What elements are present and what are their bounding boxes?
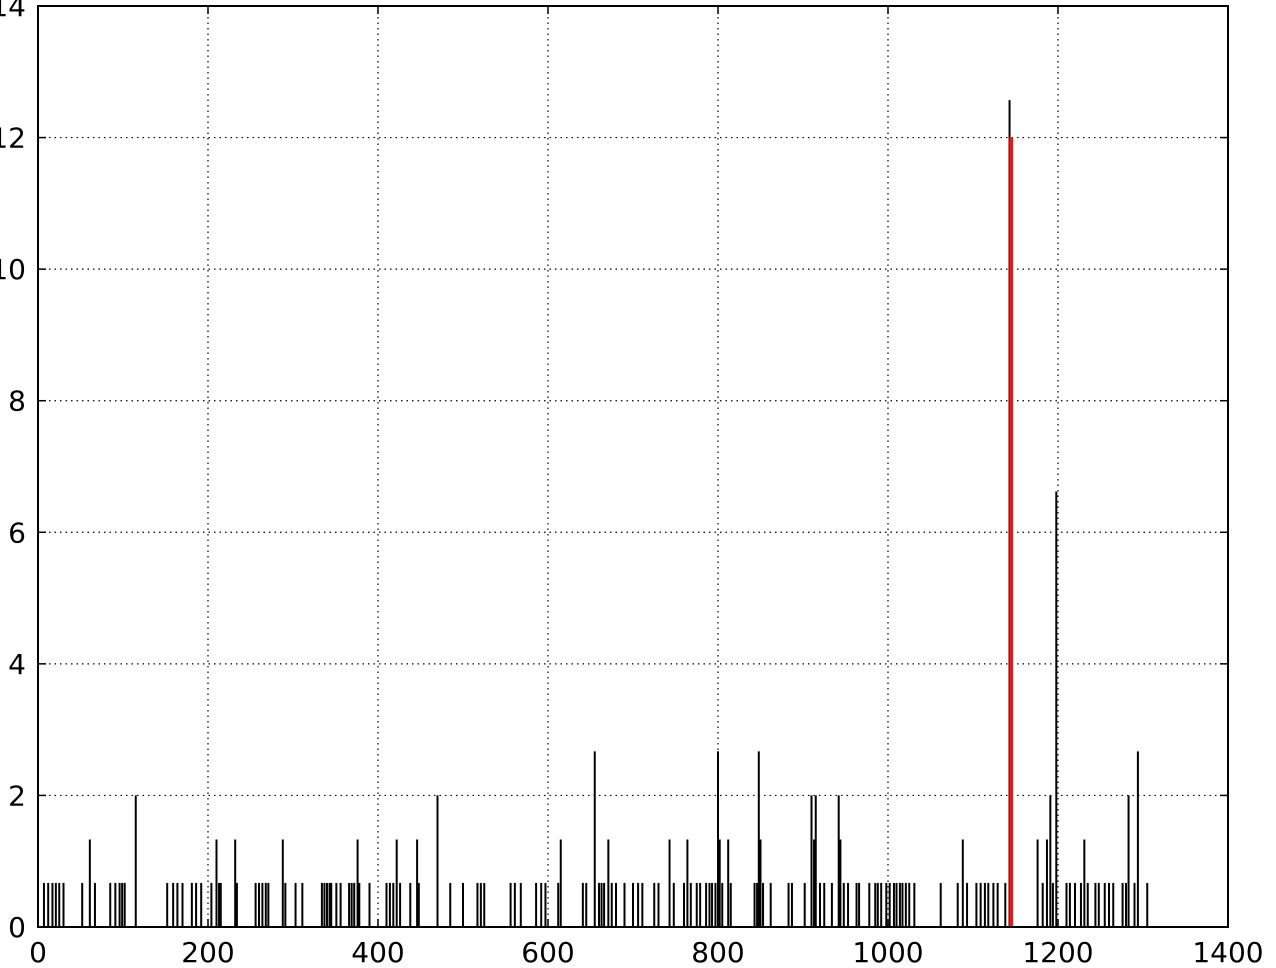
x-tick-label: 0	[29, 936, 47, 968]
y-tick-label: 10	[0, 253, 26, 286]
x-axis-ticks: 0 200 400 600 800 1000 1200 1400	[29, 6, 1264, 968]
x-tick-label: 400	[351, 936, 404, 968]
x-tick-label: 600	[521, 936, 574, 968]
x-tick-label: 1200	[1022, 936, 1093, 968]
y-tick-label: 6	[8, 516, 26, 549]
y-tick-label: 8	[8, 385, 26, 418]
y-tick-label: 0	[8, 911, 26, 944]
grid-lines	[38, 6, 1228, 927]
x-tick-label: 1400	[1192, 936, 1263, 968]
y-tick-label: 2	[8, 779, 26, 812]
data-bars	[42, 100, 1149, 927]
y-tick-label: 12	[0, 122, 26, 155]
y-axis-ticks: 0 2 4 6 8 10 12 14	[0, 0, 1228, 944]
y-tick-label: 4	[8, 648, 26, 681]
y-tick-label: 14	[0, 0, 26, 23]
x-tick-label: 800	[691, 936, 744, 968]
plot-frame	[37, 5, 1229, 928]
plot-background	[38, 6, 1228, 927]
x-tick-label: 1000	[852, 936, 923, 968]
x-tick-label: 200	[181, 936, 234, 968]
